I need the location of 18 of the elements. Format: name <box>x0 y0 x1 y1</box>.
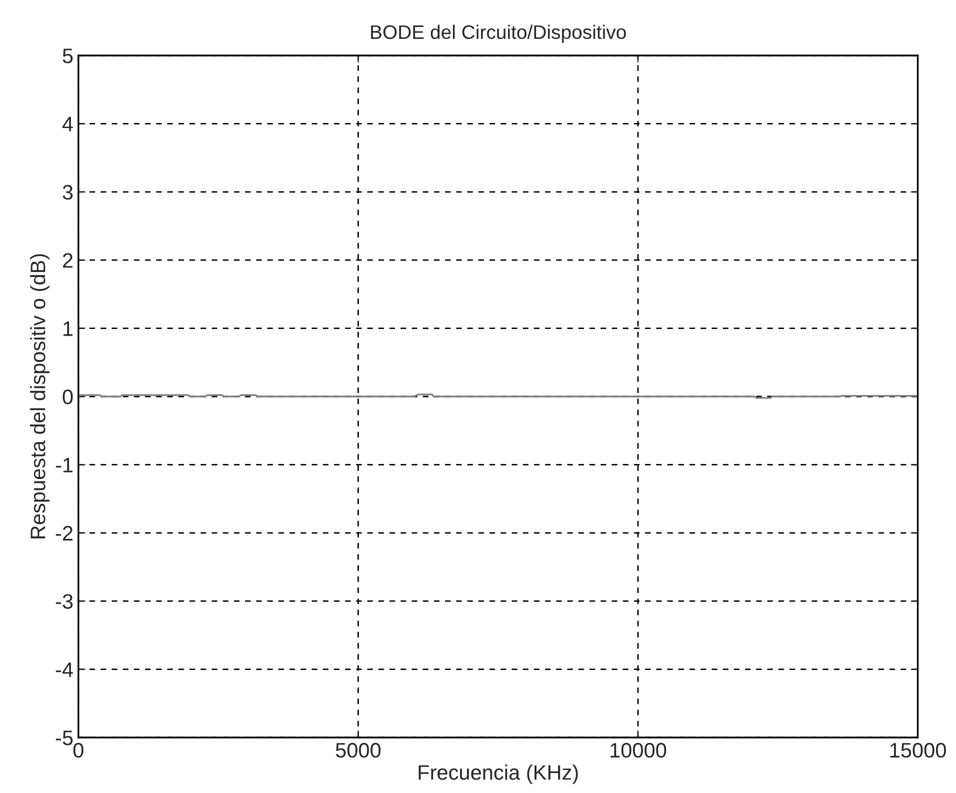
y-tick-label: 1 <box>64 322 73 336</box>
x-axis-title: Frecuencia (KHz) <box>418 764 578 784</box>
y-tick-label: 0 <box>62 390 73 404</box>
y-tick-label: -1 <box>56 458 73 472</box>
y-tick-label: 4 <box>62 116 73 132</box>
x-tick-label: 10000 <box>610 742 666 758</box>
chart-title: BODE del Circuito/Dispositivo <box>371 24 626 43</box>
y-tick-label: 2 <box>62 253 72 268</box>
y-tick-label: 5 <box>62 48 73 64</box>
y-axis-title: Respuesta del dispositiv o (dB) <box>30 254 50 538</box>
y-tick-label: -2 <box>56 526 72 540</box>
x-tick-label: 5000 <box>336 742 381 758</box>
y-tick-label: -5 <box>56 730 73 746</box>
x-tick-label: 15000 <box>890 742 946 758</box>
y-tick-label: 3 <box>62 184 73 200</box>
y-tick-label: -4 <box>56 662 73 677</box>
y-tick-label: -3 <box>56 594 73 609</box>
x-tick-label: 0 <box>73 742 84 758</box>
